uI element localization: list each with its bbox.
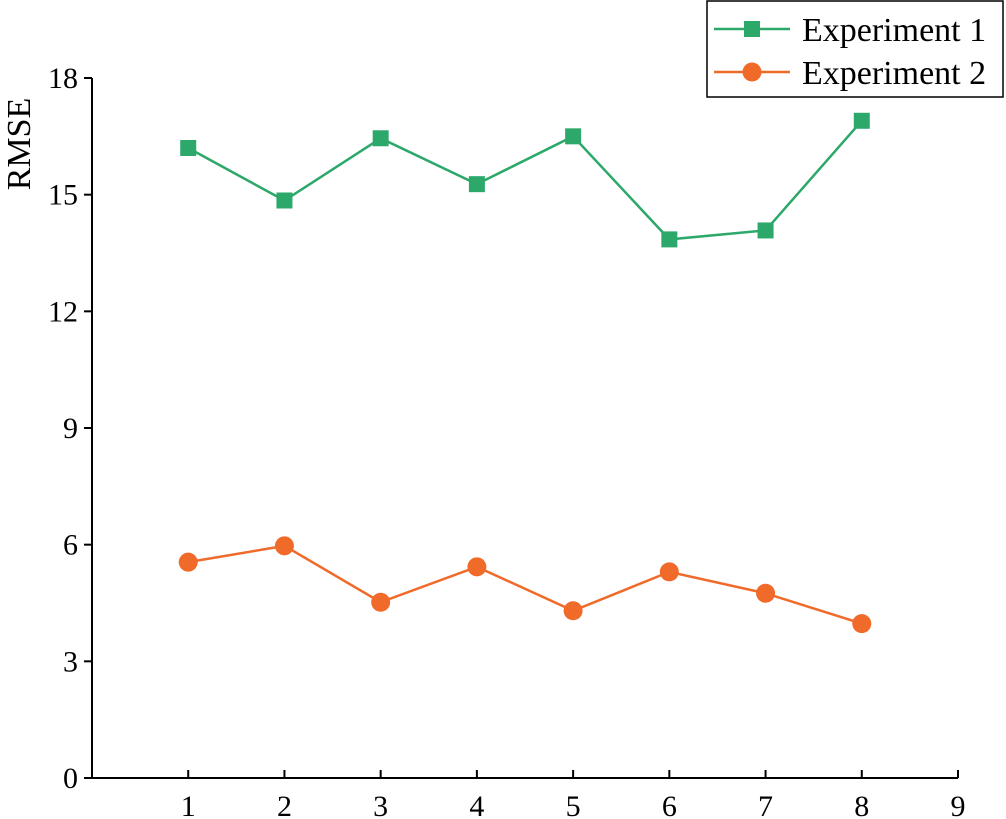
legend-entry-2: Experiment 2: [714, 55, 986, 92]
series-2-line: [188, 544, 863, 625]
series-1-point: [853, 112, 870, 129]
y-tick-label: 15: [48, 179, 78, 212]
x-tick-label: 7: [758, 790, 773, 819]
series-1-point: [372, 130, 389, 147]
y-tick-label: 9: [63, 412, 78, 445]
x-ticks: 1 2 3 4 5 6 7 8 9: [181, 770, 966, 819]
y-tick-label: 0: [63, 762, 78, 795]
series-2-point: [563, 601, 583, 621]
y-tick-label: 6: [63, 529, 78, 562]
legend-swatch-marker: [742, 62, 762, 82]
y-ticks: 0 3 6 9 12 15 18: [48, 62, 92, 795]
series-2-point: [178, 552, 198, 572]
y-tick-label: 18: [48, 62, 78, 95]
series-1-point: [276, 192, 293, 209]
legend-label: Experiment 1: [802, 12, 986, 49]
legend-box: [706, 0, 1004, 98]
x-tick-label: 2: [277, 790, 292, 819]
series-layer: [178, 112, 872, 634]
series-2-point: [467, 557, 487, 577]
legend-entries: Experiment 1 Experiment 2: [714, 12, 986, 92]
series-1-point: [180, 140, 197, 156]
series-2-point: [659, 562, 679, 582]
series-2-point: [371, 592, 391, 612]
legend-entry-1: Experiment 1: [714, 12, 986, 49]
legend-swatch-marker: [744, 21, 760, 37]
x-tick-label: 8: [854, 790, 869, 819]
series-1-point: [468, 176, 485, 193]
x-tick-label: 9: [951, 790, 966, 819]
legend-label: Experiment 2: [802, 55, 986, 92]
y-tick-label: 12: [48, 295, 78, 328]
x-tick-label: 4: [469, 790, 484, 819]
x-tick-label: 3: [373, 790, 388, 819]
x-tick-label: 1: [181, 790, 196, 819]
y-tick-label: 3: [63, 645, 78, 678]
series-1-point: [757, 222, 774, 239]
series-2-point: [274, 536, 294, 556]
x-tick-label: 5: [566, 790, 581, 819]
legend: Experiment 1 Experiment 2: [706, 0, 1004, 98]
series-1-line: [187, 119, 863, 241]
axes: [91, 78, 958, 779]
series-2: [178, 536, 872, 634]
y-axis-title: RMSE: [1, 98, 38, 191]
series-1-point: [661, 231, 678, 248]
series-1: [180, 112, 870, 248]
series-2-point: [852, 614, 872, 634]
series-2-point: [756, 583, 776, 603]
x-tick-label: 6: [662, 790, 677, 819]
series-1-point: [565, 128, 582, 145]
